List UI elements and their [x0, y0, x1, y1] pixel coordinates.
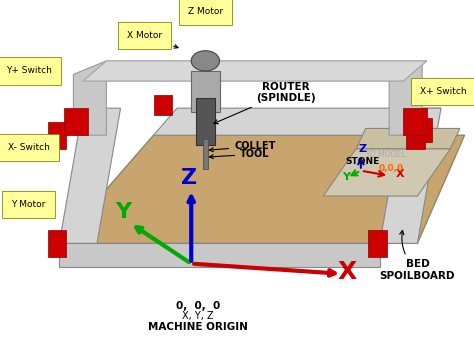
- Text: Z Motor: Z Motor: [188, 7, 225, 22]
- Polygon shape: [59, 135, 465, 243]
- Text: STONE: STONE: [346, 157, 380, 166]
- Polygon shape: [154, 108, 441, 135]
- Text: 0,0,0: 0,0,0: [379, 164, 404, 173]
- Text: Y: Y: [342, 172, 350, 182]
- Polygon shape: [323, 149, 450, 196]
- Text: TOOL: TOOL: [210, 149, 270, 159]
- Polygon shape: [389, 61, 422, 135]
- Text: COLLET: COLLET: [210, 141, 275, 152]
- Text: Z: Z: [358, 144, 367, 154]
- Text: Z: Z: [181, 168, 197, 188]
- Bar: [154, 95, 173, 115]
- Polygon shape: [83, 61, 427, 81]
- Bar: [368, 230, 387, 257]
- Bar: [403, 108, 427, 135]
- Text: X, Y, Z: X, Y, Z: [182, 311, 214, 321]
- Text: X Motor: X Motor: [127, 31, 178, 48]
- Bar: [196, 98, 215, 145]
- Polygon shape: [59, 243, 380, 267]
- Text: 3D MODEL: 3D MODEL: [365, 150, 405, 159]
- Bar: [406, 122, 425, 149]
- Bar: [202, 139, 208, 169]
- Text: Y Motor: Y Motor: [11, 200, 46, 209]
- Text: Y: Y: [115, 202, 131, 222]
- Text: X: X: [337, 260, 356, 284]
- Text: 0,  0,  0: 0, 0, 0: [176, 301, 220, 311]
- Text: X- Switch: X- Switch: [8, 143, 50, 151]
- Bar: [191, 71, 219, 112]
- Bar: [47, 122, 66, 149]
- Polygon shape: [73, 61, 106, 135]
- Polygon shape: [380, 108, 441, 243]
- Bar: [47, 230, 66, 257]
- Text: BED
SPOILBOARD: BED SPOILBOARD: [380, 231, 455, 281]
- Text: Y+ Switch: Y+ Switch: [6, 67, 52, 75]
- Text: ROUTER
(SPINDLE): ROUTER (SPINDLE): [214, 82, 315, 124]
- Text: MACHINE ORIGIN: MACHINE ORIGIN: [148, 321, 248, 332]
- Polygon shape: [356, 128, 460, 149]
- Bar: [413, 118, 432, 142]
- Bar: [64, 108, 88, 135]
- Polygon shape: [59, 108, 120, 243]
- Text: X+ Switch: X+ Switch: [420, 87, 467, 99]
- Circle shape: [191, 51, 219, 71]
- Text: X: X: [396, 169, 405, 179]
